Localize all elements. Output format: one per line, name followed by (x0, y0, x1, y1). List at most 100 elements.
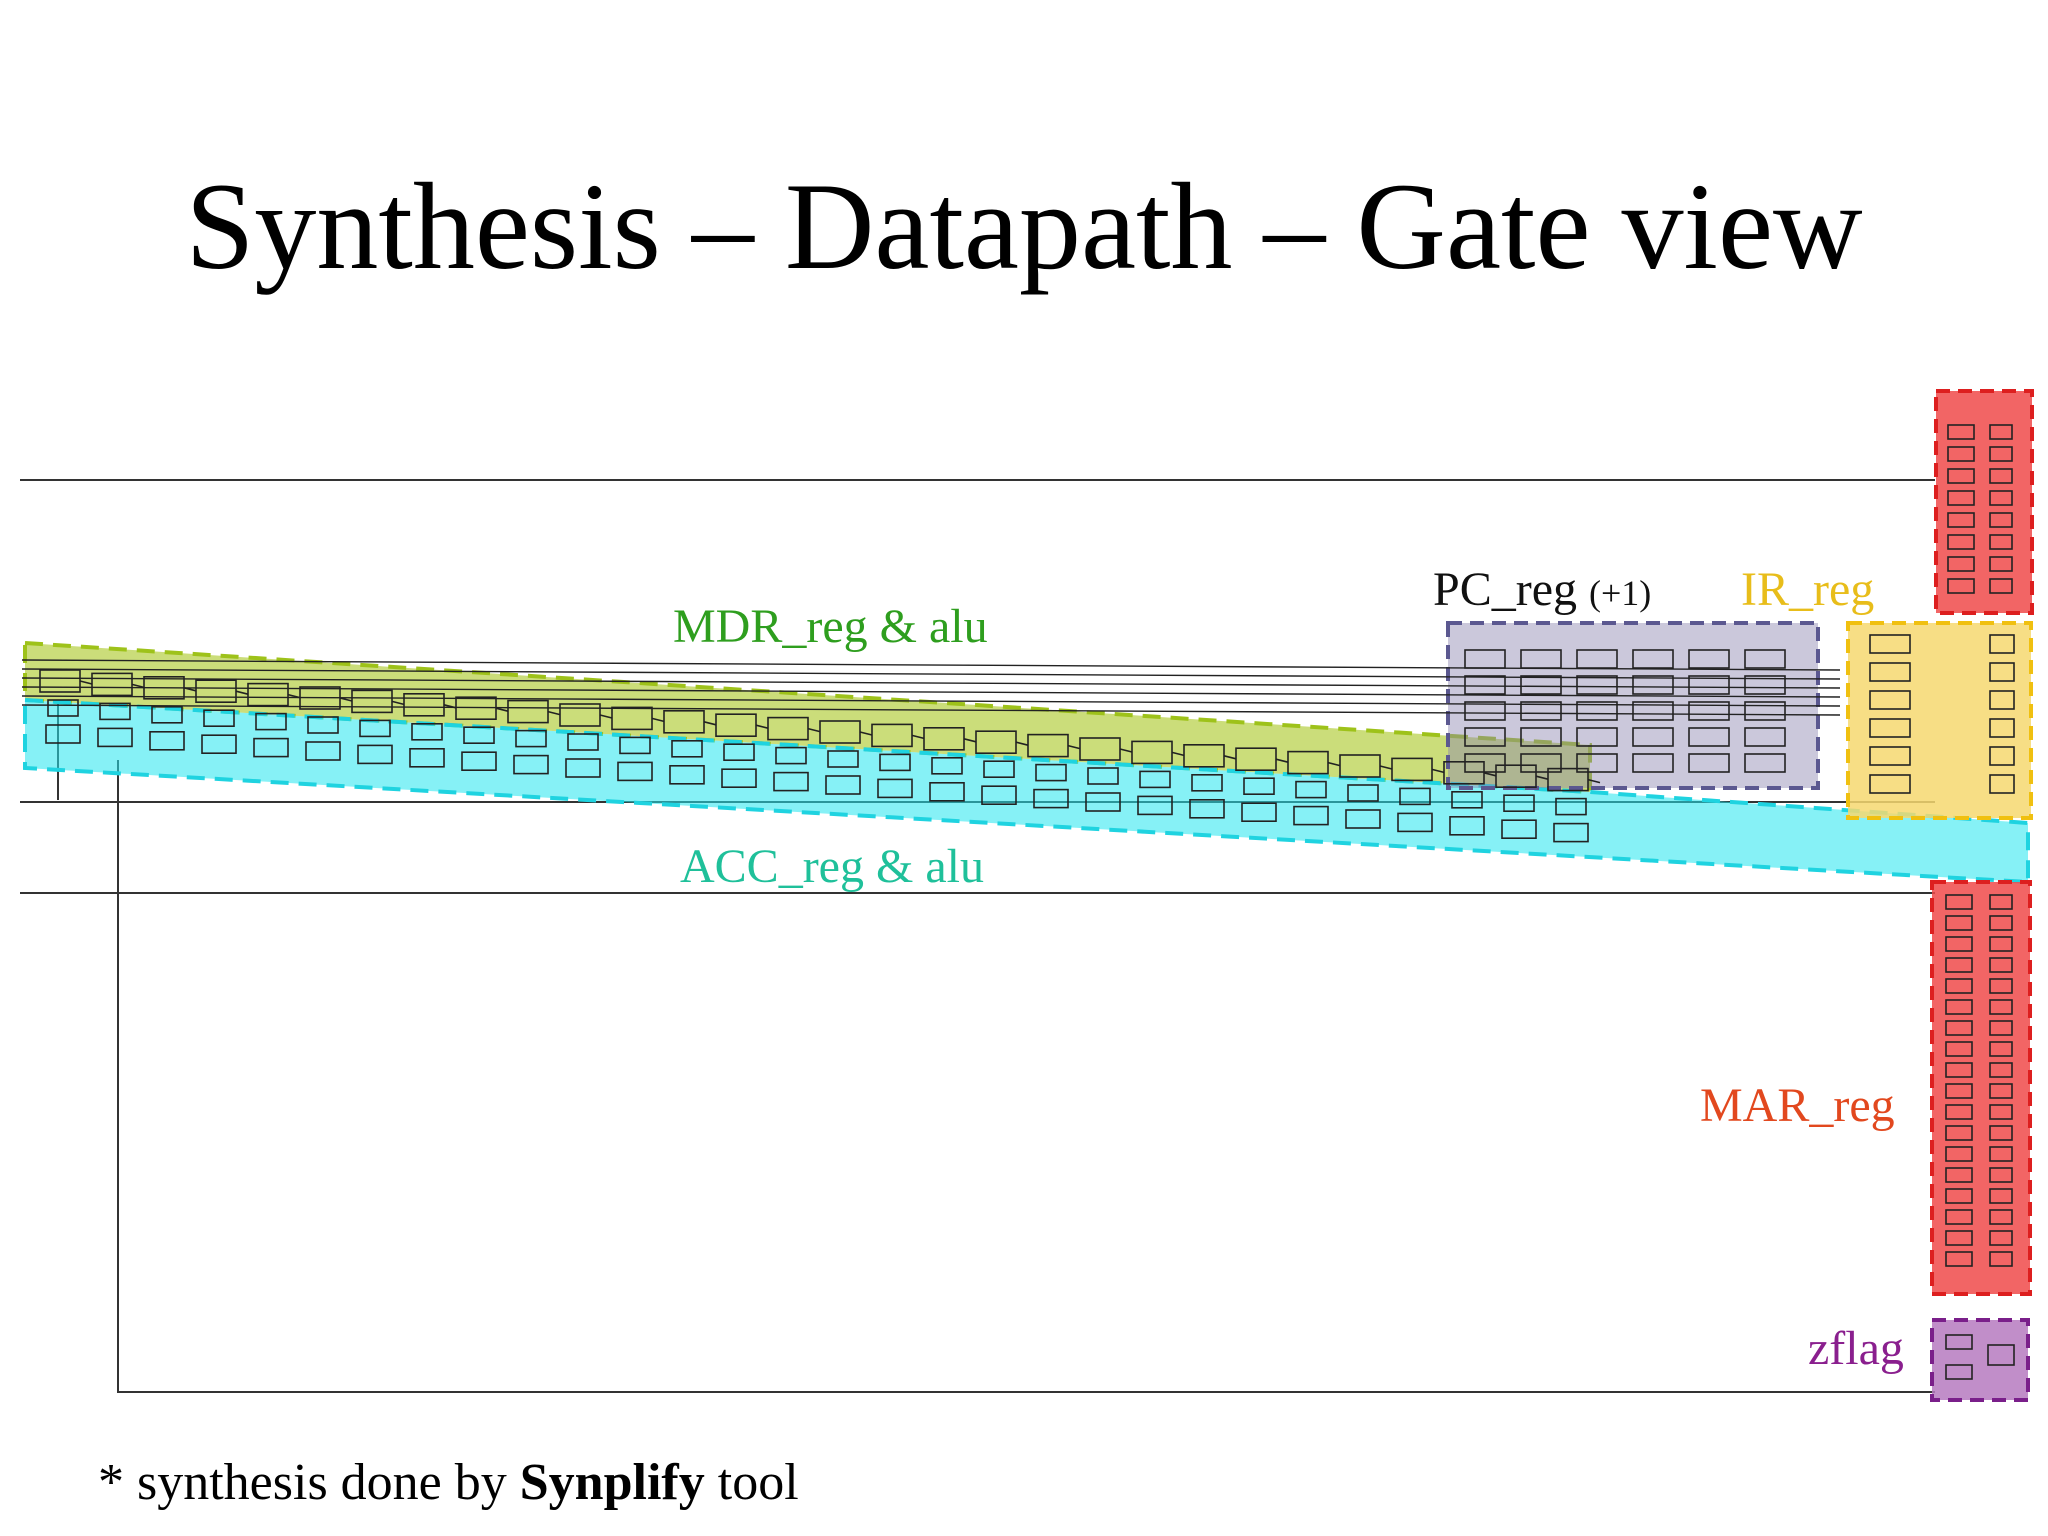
gate-cell (21, 677, 1841, 689)
gate-cell (1869, 746, 1911, 766)
gate-cell (1553, 822, 1589, 843)
acc-region (23, 697, 2030, 885)
footnote-tool: Synplify (519, 1454, 705, 1511)
pc-label-suffix: (+1) (1589, 573, 1652, 613)
gate-cell (1520, 675, 1562, 695)
gate-cell (1989, 1146, 2013, 1162)
gate-cell (131, 683, 145, 689)
gate-cell (1947, 424, 1975, 440)
gate-cell (1989, 634, 2015, 654)
gate-cell (1399, 787, 1431, 806)
gate-cell (1520, 753, 1562, 773)
gate-cell (1869, 774, 1911, 794)
gate-cell (911, 734, 925, 740)
gate-cell (1945, 1230, 1973, 1246)
gate-cell (1449, 815, 1485, 836)
gate-cell (21, 686, 1841, 698)
gate-cell (307, 716, 339, 734)
gate-cell (1345, 809, 1381, 829)
gate-cell (1947, 534, 1975, 550)
gate-cell (1989, 1230, 2013, 1246)
gate-cell (963, 738, 977, 743)
gate-cell (981, 785, 1017, 806)
gate-cell (1503, 794, 1535, 813)
gate-cells (21, 424, 2015, 1380)
gate-cell (1035, 763, 1067, 782)
gate-cell (203, 709, 235, 728)
gate-cell (1989, 468, 2013, 484)
gate-cell (443, 704, 457, 709)
gate-cell (1464, 753, 1506, 773)
gate-cell (1989, 999, 2013, 1015)
gate-cell (1464, 727, 1506, 747)
gate-cell (1632, 727, 1674, 747)
gate-cell (253, 737, 289, 758)
gate-cell (1535, 775, 1549, 780)
gate-cell (1744, 701, 1786, 721)
gate-cell (357, 744, 393, 765)
gate-cell (1947, 578, 1975, 594)
gate-cell (97, 727, 133, 748)
gate-cell (1989, 957, 2013, 973)
gate-cell (1989, 1251, 2013, 1267)
gate-cell (1243, 777, 1275, 796)
gate-cell (45, 724, 81, 744)
gate-cell (619, 736, 651, 755)
gate-cell (1989, 1041, 2013, 1057)
gate-cell (1137, 795, 1173, 816)
gate-cell (547, 710, 561, 716)
gate-cell (1869, 662, 1911, 682)
gate-cell (1275, 758, 1289, 763)
gate-cell (1744, 649, 1786, 669)
gate-cell (983, 760, 1015, 779)
gate-cell (1989, 424, 2013, 440)
gate-cell (1555, 797, 1587, 816)
gate-cell (1397, 812, 1433, 833)
gate-cell (721, 768, 757, 789)
gate-cell (931, 756, 963, 775)
gate-cell (1989, 1125, 2013, 1141)
gate-cell (703, 721, 717, 726)
gate-cell (1576, 649, 1618, 669)
gate-cell (1520, 649, 1562, 669)
gate-cell (1295, 780, 1327, 799)
gate-cell (1119, 748, 1133, 753)
gate-cell (513, 754, 549, 775)
gate-cell (235, 690, 249, 695)
gate-cell (1945, 1251, 1973, 1267)
gate-cell (1688, 701, 1730, 721)
gate-cell (1431, 768, 1445, 774)
gate-cell (1989, 1209, 2013, 1225)
pc-label: PC_reg (+1) (1433, 566, 1651, 614)
gate-cell (1483, 772, 1497, 777)
gate-cell (1087, 767, 1119, 785)
gate-cell (1945, 1041, 1973, 1057)
gate-cell (1085, 792, 1121, 812)
footnote: * synthesis done by Synplify tool (98, 1453, 799, 1512)
gate-cell (1464, 701, 1506, 721)
gate-cell (151, 705, 183, 724)
gate-cell (1464, 649, 1506, 669)
gate-cell (1989, 578, 2013, 594)
gate-cell (409, 747, 445, 768)
gate-cell (1688, 649, 1730, 669)
gate-cell (1241, 802, 1277, 823)
gate-cell (1989, 978, 2013, 994)
gate-cell (515, 729, 547, 748)
gate-cell (1947, 490, 1975, 506)
gate-cell (1945, 1209, 1973, 1225)
mar-label: MAR_reg (1700, 1079, 1895, 1132)
gate-cell (1989, 446, 2013, 462)
gate-cell (287, 693, 301, 699)
gate-cell (775, 746, 807, 765)
gate-cell (1191, 773, 1223, 792)
gate-cell (1688, 675, 1730, 695)
gate-cell (1945, 1146, 1973, 1162)
gate-cell (1989, 690, 2015, 710)
gate-cell (1945, 915, 1973, 931)
gate-cell (1945, 1104, 1973, 1120)
gate-cell (1945, 978, 1973, 994)
gate-cell (1869, 718, 1911, 738)
gate-cell (495, 707, 509, 712)
gate-cell (1989, 746, 2015, 766)
